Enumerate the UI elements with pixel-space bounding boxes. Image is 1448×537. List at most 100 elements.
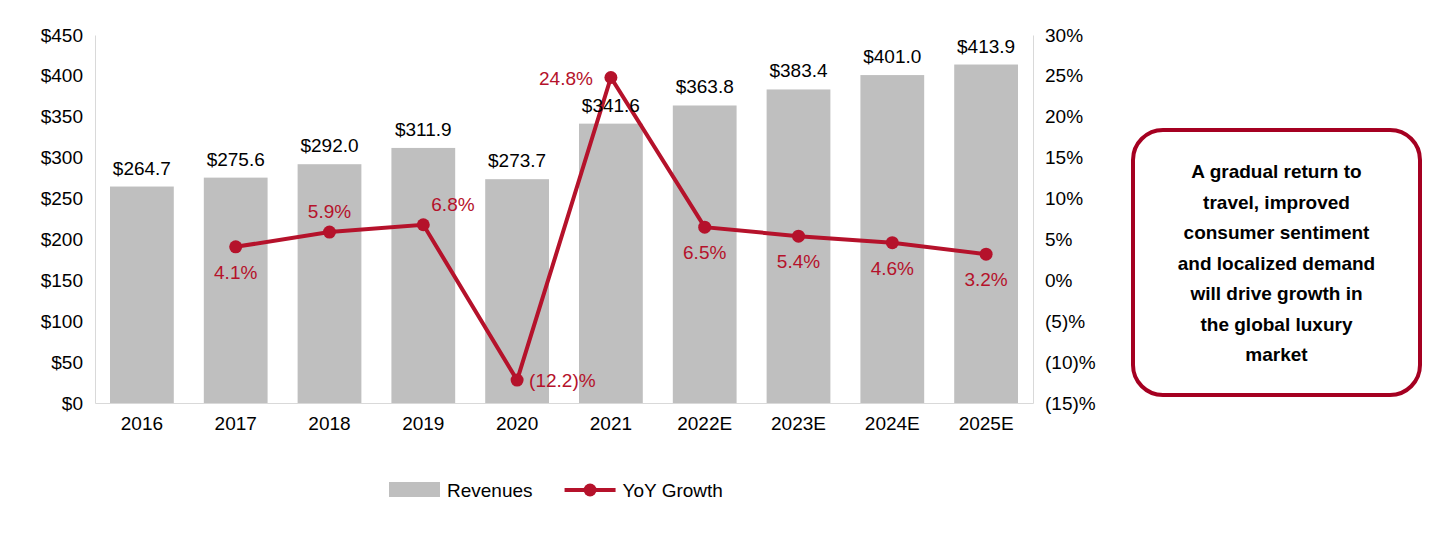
y2-axis-tick: 20% [1033,106,1083,127]
x-axis-line [96,403,1034,404]
y2-axis-tick-label: 5% [1045,229,1073,250]
line [236,78,986,381]
y-axis-tick: $400 [41,65,95,86]
y2-axis-tick-label: 20% [1045,106,1083,127]
y-axis-tick-label: $100 [41,311,83,332]
x-axis-tick: 2023E [771,403,826,434]
data-labels: $264.7$275.6$292.0$311.9$273.7$341.6$363… [113,36,1015,392]
y-axis-line [95,36,96,404]
y-axis-tick: $300 [41,147,95,168]
x-axis-tick: 2021 [590,403,632,434]
y2-axis-tick-label: (15)% [1045,393,1096,414]
y-axis-tick-label: $450 [41,25,83,46]
line-marker [417,218,430,231]
x-axis-tick-label: 2020 [496,413,538,434]
y2-axis-tick: 10% [1033,188,1083,209]
bar [860,75,924,403]
x-axis: 2016 2017 2018 2019 2020 2021 2022E 2023E 2024E 2… [96,403,1034,434]
legend-label: YoY Growth [623,480,723,501]
y-axis-tick-label: $200 [41,229,83,250]
x-axis-tick-label: 2017 [215,413,257,434]
x-axis-tick: 2022E [677,403,732,434]
line-marker [698,221,711,234]
y-axis-tick: $0 [62,393,95,414]
bar-label: $363.8 [676,76,734,97]
chart: $0 $50 $100 $150 $200 $250 $300 $350 $400 $450 (15… [0,0,1448,537]
plot-area: $0 $50 $100 $150 $200 $250 $300 $350 $400 $450 (15… [41,25,1096,435]
x-axis-tick: 2018 [308,403,350,434]
y2-axis-tick: (5)% [1033,311,1085,332]
x-axis-tick-label: 2023E [771,413,826,434]
y-axis-tick: $200 [41,229,95,250]
legend-label: Revenues [447,480,533,501]
x-axis-tick-label: 2022E [677,413,732,434]
y-axis-tick-label: $150 [41,270,83,291]
bar-label: $264.7 [113,158,171,179]
bar-label: $311.9 [395,119,452,140]
line-marker [229,240,242,253]
bar-label: $383.4 [769,60,828,81]
x-axis-tick: 2019 [402,403,444,434]
y-axis-tick-label: $300 [41,147,83,168]
bar-label: $413.9 [957,36,1015,57]
line-label: 6.5% [683,242,726,263]
x-axis-tick-label: 2018 [308,413,350,434]
legend-item: YoY Growth [565,480,723,501]
y-axis-tick-label: $400 [41,65,83,86]
line-label: 4.1% [214,262,257,283]
line-label: 6.8% [431,194,474,215]
bar [673,105,737,403]
line-marker [511,374,524,387]
y-axis-tick: $150 [41,270,95,291]
line-marker [980,248,993,261]
bar [391,148,455,403]
y2-axis-tick: 0% [1033,270,1073,291]
line-marker [886,236,899,249]
annotation-line: and localized demand [1178,253,1375,274]
y2-axis-tick: 15% [1033,147,1083,168]
annotation-line: the global luxury [1200,314,1352,335]
annotation-line: will drive growth in [1189,283,1362,304]
annotation-text: A gradual return totravel, improvedconsu… [1178,161,1375,365]
x-axis-tick-label: 2025E [959,413,1014,434]
y-axis-tick: $350 [41,106,95,127]
y2-axis-tick-label: 15% [1045,147,1083,168]
y-axis-tick: $250 [41,188,95,209]
bar-label: $341.6 [582,95,640,116]
line-label: (12.2)% [529,370,596,391]
x-axis-tick: 2017 [215,403,257,434]
bar [110,187,174,403]
y-axis-tick-label: $50 [51,352,83,373]
y-axis: $0 $50 $100 $150 $200 $250 $300 $350 $400 $450 [41,25,96,414]
y-axis-tick: $450 [41,25,95,46]
y2-axis-tick: 5% [1033,229,1073,250]
line-label: 4.6% [871,258,914,279]
y2-axis-tick-label: 10% [1045,188,1083,209]
legend-marker [584,484,597,497]
y2-axis-line [1033,36,1034,404]
annotation-line: travel, improved [1203,192,1350,213]
x-axis-tick-label: 2024E [865,413,920,434]
y2-axis-tick-label: 0% [1045,270,1073,291]
y2-axis-tick-label: (5)% [1045,311,1085,332]
bar [579,124,643,403]
bar-label: $273.7 [488,150,546,171]
y-axis-tick: $100 [41,311,95,332]
line-label: 5.9% [308,201,351,222]
x-axis-tick: 2016 [121,403,163,434]
bar [954,65,1018,403]
y2-axis-tick: (15)% [1033,393,1096,414]
annotation: A gradual return totravel, improvedconsu… [1133,130,1420,395]
y2-axis: (15)% (10)% (5)% 0% 5% 10% 15% 20% 25% 30% [1033,25,1096,414]
x-axis-tick-label: 2016 [121,413,163,434]
y2-axis-tick: 25% [1033,65,1083,86]
x-axis-tick: 2020 [496,403,538,434]
legend-swatch [389,482,440,497]
line-label: 24.8% [539,68,593,89]
legend: Revenues YoY Growth [389,480,723,501]
y2-axis-tick: 30% [1033,25,1083,46]
y2-axis-tick-label: 25% [1045,65,1083,86]
y2-axis-tick: (10)% [1033,352,1096,373]
annotation-box [1133,130,1420,395]
bar [767,89,831,403]
